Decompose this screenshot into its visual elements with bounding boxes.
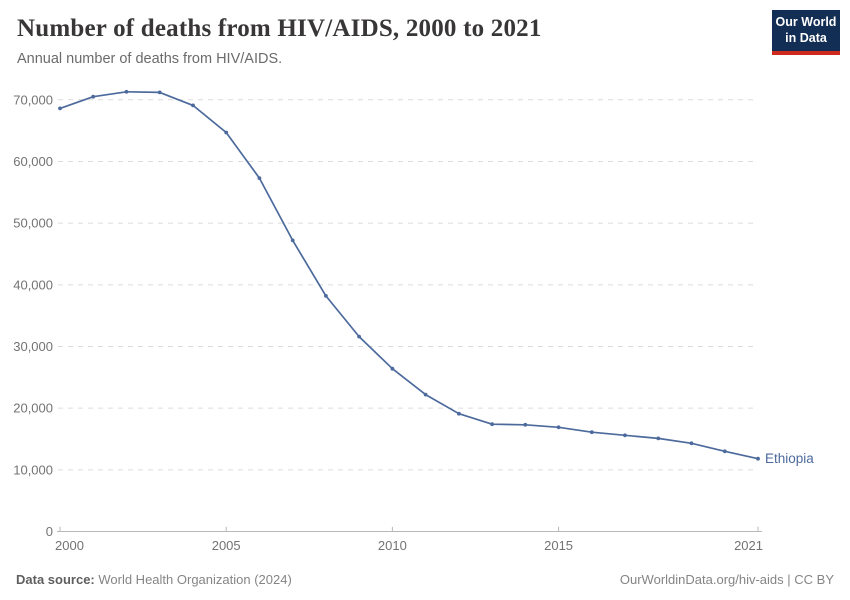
data-point <box>423 392 428 397</box>
y-tick-label: 40,000 <box>13 277 53 292</box>
page-subtitle: Annual number of deaths from HIV/AIDS. <box>17 50 283 67</box>
x-tick-label: 2021 <box>734 538 763 553</box>
data-point <box>623 433 627 438</box>
footer-link[interactable]: OurWorldinData.org/hiv-aids | CC BY <box>619 572 834 587</box>
data-point <box>390 366 395 371</box>
data-point <box>224 130 229 135</box>
x-tick-label: 2005 <box>212 538 241 553</box>
y-tick-label: 20,000 <box>13 401 53 416</box>
series-label-ethiopia: Ethiopia <box>765 451 814 466</box>
data-point <box>124 89 129 94</box>
data-point <box>457 411 461 416</box>
x-tick-label: 2015 <box>544 538 573 553</box>
ethiopia-line <box>59 90 759 460</box>
y-tick-label: 50,000 <box>13 216 53 231</box>
y-tick-label: 0 <box>46 524 53 539</box>
data-point <box>490 422 494 427</box>
data-source-label: Data source: <box>16 572 95 587</box>
data-source-note: Data source: World Health Organization (… <box>16 572 292 587</box>
owid-logo-line1: Our World <box>775 15 837 29</box>
data-point <box>157 90 162 95</box>
data-point <box>290 238 295 243</box>
data-point <box>722 449 727 454</box>
data-point <box>756 456 760 461</box>
data-point <box>91 94 96 99</box>
y-tick-label: 60,000 <box>13 154 53 169</box>
y-tick-label: 10,000 <box>13 462 53 477</box>
chart-header: Number of deaths from HIV/AIDS, 2000 to … <box>0 0 850 67</box>
owid-logo[interactable]: Our World in Data <box>772 10 840 55</box>
owid-logo-line2: in Data <box>785 31 827 45</box>
page-title: Number of deaths from HIV/AIDS, 2000 to … <box>17 15 542 42</box>
data-point <box>191 103 195 108</box>
chart-footer: Data source: World Health Organization (… <box>16 572 834 587</box>
data-source-value: World Health Organization (2024) <box>94 572 292 587</box>
y-tick-label: 70,000 <box>13 92 53 107</box>
data-point <box>689 441 694 446</box>
data-point <box>357 334 361 339</box>
data-point <box>556 425 561 430</box>
data-point <box>257 176 262 181</box>
y-tick-label: 30,000 <box>13 339 53 354</box>
x-tick-label: 2000 <box>55 538 84 553</box>
data-point <box>58 106 62 111</box>
x-tick-label: 2010 <box>378 538 407 553</box>
data-point <box>523 422 528 427</box>
data-point <box>589 430 594 435</box>
data-point <box>324 294 328 298</box>
data-point <box>656 436 661 441</box>
